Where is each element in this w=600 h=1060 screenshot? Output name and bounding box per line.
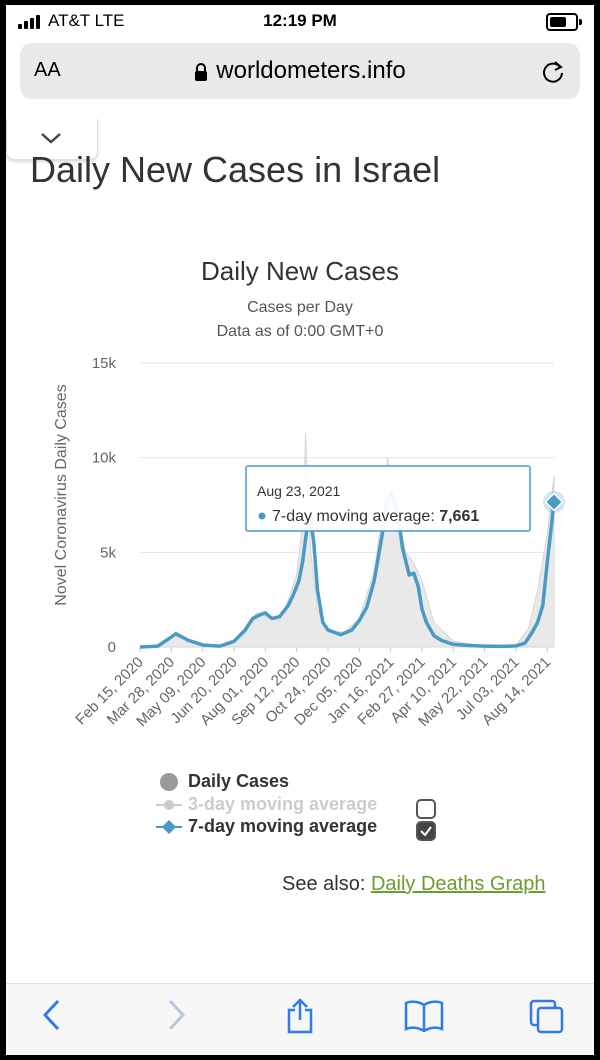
tooltip-value: 7,661 bbox=[439, 508, 479, 525]
back-icon[interactable] bbox=[40, 998, 64, 1032]
legend-item-7-day-average[interactable]: 7-day moving average bbox=[156, 816, 377, 837]
y-tick-label: 5k bbox=[100, 544, 116, 561]
chevron-down-icon bbox=[41, 133, 61, 144]
highlight-point bbox=[544, 492, 564, 512]
daily-deaths-graph-link[interactable]: Daily Deaths Graph bbox=[370, 873, 546, 895]
legend-label: 7-day moving average bbox=[188, 816, 378, 836]
legend-item-daily-cases[interactable]: Daily Cases bbox=[156, 771, 289, 792]
tooltip-marker bbox=[258, 512, 266, 520]
daily-cases-area bbox=[139, 433, 555, 648]
share-icon[interactable] bbox=[285, 998, 315, 1034]
7-day-average-checkbox[interactable] bbox=[416, 821, 436, 841]
phone-screen: AT&T LTE 12:19 PM AA worldometers.info D… bbox=[6, 5, 594, 1055]
signal-strength-icon bbox=[18, 15, 44, 29]
tooltip-label: 7-day moving average: bbox=[272, 508, 439, 525]
chart: Daily New Cases Cases per Day Data as of… bbox=[53, 256, 565, 730]
tooltip-date: Aug 23, 2021 bbox=[257, 483, 341, 499]
legend-item-3-day-average[interactable]: 3-day moving average bbox=[156, 794, 377, 815]
url-field[interactable]: worldometers.info bbox=[20, 57, 580, 85]
tabs-icon[interactable] bbox=[528, 998, 566, 1034]
address-bar[interactable]: AA worldometers.info bbox=[20, 43, 580, 99]
status-time: 12:19 PM bbox=[263, 11, 337, 30]
see-also: See also: Daily Deaths Graph bbox=[282, 873, 545, 896]
line-marker-icon bbox=[156, 796, 182, 814]
tooltip: Aug 23, 2021 7-day moving average: 7,661 bbox=[245, 465, 531, 532]
checkmark-icon bbox=[420, 826, 432, 837]
seven-day-average-line bbox=[139, 489, 556, 649]
tooltip-box bbox=[245, 465, 531, 532]
chart-subtitle-line: Data as of 0:00 GMT+0 bbox=[217, 323, 384, 340]
lock-icon bbox=[195, 62, 208, 81]
3-day-average-checkbox[interactable] bbox=[416, 799, 436, 819]
forward-icon[interactable] bbox=[164, 998, 188, 1032]
y-tick-label: 10k bbox=[92, 450, 117, 467]
plot-area[interactable] bbox=[139, 433, 565, 649]
see-also-prefix: See also: bbox=[282, 873, 371, 895]
collapse-menu-button[interactable] bbox=[6, 119, 98, 160]
tooltip-series: 7-day moving average: 7,661 bbox=[272, 508, 479, 525]
page-title: Daily New Cases in Israel bbox=[30, 149, 441, 190]
y-tick-label: 0 bbox=[108, 639, 116, 656]
y-tick-label: 15k bbox=[92, 355, 117, 372]
browser-toolbar bbox=[6, 983, 594, 1055]
legend-label: Daily Cases bbox=[188, 771, 290, 791]
battery-icon bbox=[546, 13, 582, 31]
circle-marker-icon bbox=[156, 773, 182, 792]
url-text: worldometers.info bbox=[216, 57, 406, 84]
y-axis-label: Novel Coronavirus Daily Cases bbox=[53, 384, 70, 605]
carrier-label: AT&T LTE bbox=[48, 11, 125, 30]
legend-label: 3-day moving average bbox=[188, 794, 378, 814]
chart-title: Daily New Cases bbox=[201, 256, 399, 286]
bookmarks-icon[interactable] bbox=[404, 998, 444, 1032]
text-size-button[interactable]: AA bbox=[34, 59, 61, 81]
y-axis-ticks: 0 5k 10k 15k bbox=[92, 355, 117, 656]
reload-icon[interactable] bbox=[540, 59, 566, 85]
chart-subtitle-line: Cases per Day bbox=[247, 299, 353, 316]
line-marker-icon bbox=[156, 818, 182, 836]
status-bar: AT&T LTE 12:19 PM bbox=[6, 5, 594, 39]
